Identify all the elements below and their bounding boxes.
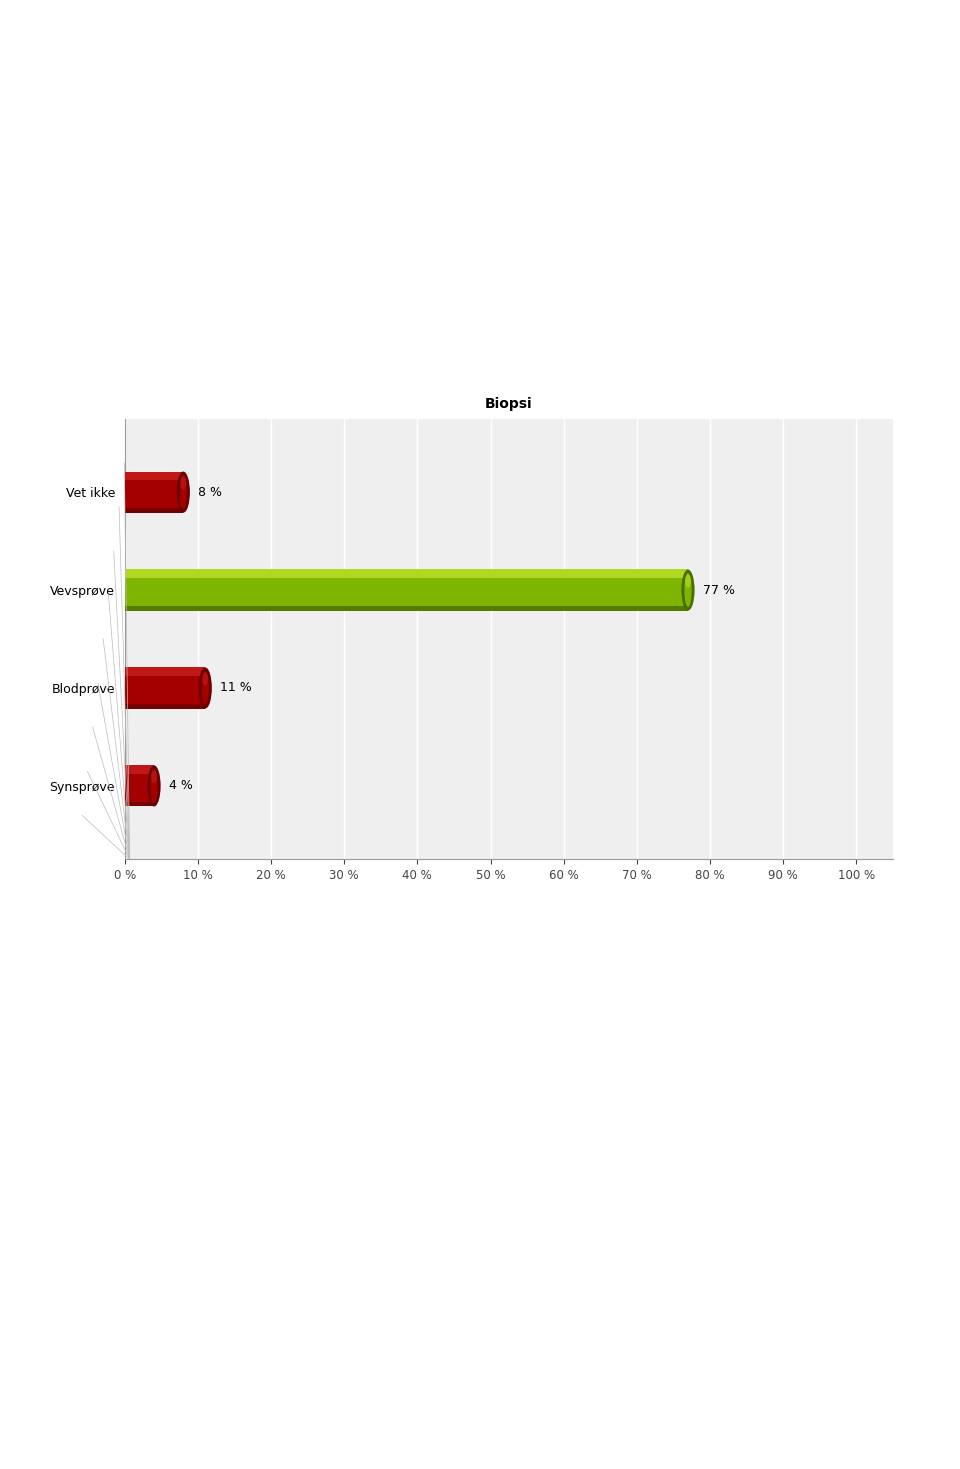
Text: 8 %: 8 % xyxy=(198,486,222,498)
Ellipse shape xyxy=(151,770,157,783)
Ellipse shape xyxy=(180,476,186,489)
Text: 77 %: 77 % xyxy=(703,583,734,596)
Ellipse shape xyxy=(177,472,190,513)
Ellipse shape xyxy=(684,573,691,607)
FancyBboxPatch shape xyxy=(125,508,183,513)
Ellipse shape xyxy=(148,765,160,806)
FancyBboxPatch shape xyxy=(125,605,688,611)
Ellipse shape xyxy=(685,574,691,588)
Ellipse shape xyxy=(682,570,695,611)
FancyBboxPatch shape xyxy=(125,765,154,806)
Ellipse shape xyxy=(180,476,187,508)
FancyBboxPatch shape xyxy=(125,472,183,513)
Title: Biopsi: Biopsi xyxy=(485,397,533,410)
Ellipse shape xyxy=(203,673,208,686)
Ellipse shape xyxy=(202,671,209,705)
FancyBboxPatch shape xyxy=(125,765,154,774)
FancyBboxPatch shape xyxy=(125,704,205,708)
Text: 11 %: 11 % xyxy=(220,682,252,695)
FancyBboxPatch shape xyxy=(125,570,688,577)
FancyBboxPatch shape xyxy=(125,472,183,480)
Text: 4 %: 4 % xyxy=(169,780,193,792)
FancyBboxPatch shape xyxy=(125,802,154,806)
Ellipse shape xyxy=(151,770,157,802)
FancyBboxPatch shape xyxy=(125,667,205,676)
FancyBboxPatch shape xyxy=(125,570,688,611)
Ellipse shape xyxy=(199,667,212,708)
FancyBboxPatch shape xyxy=(125,667,205,708)
